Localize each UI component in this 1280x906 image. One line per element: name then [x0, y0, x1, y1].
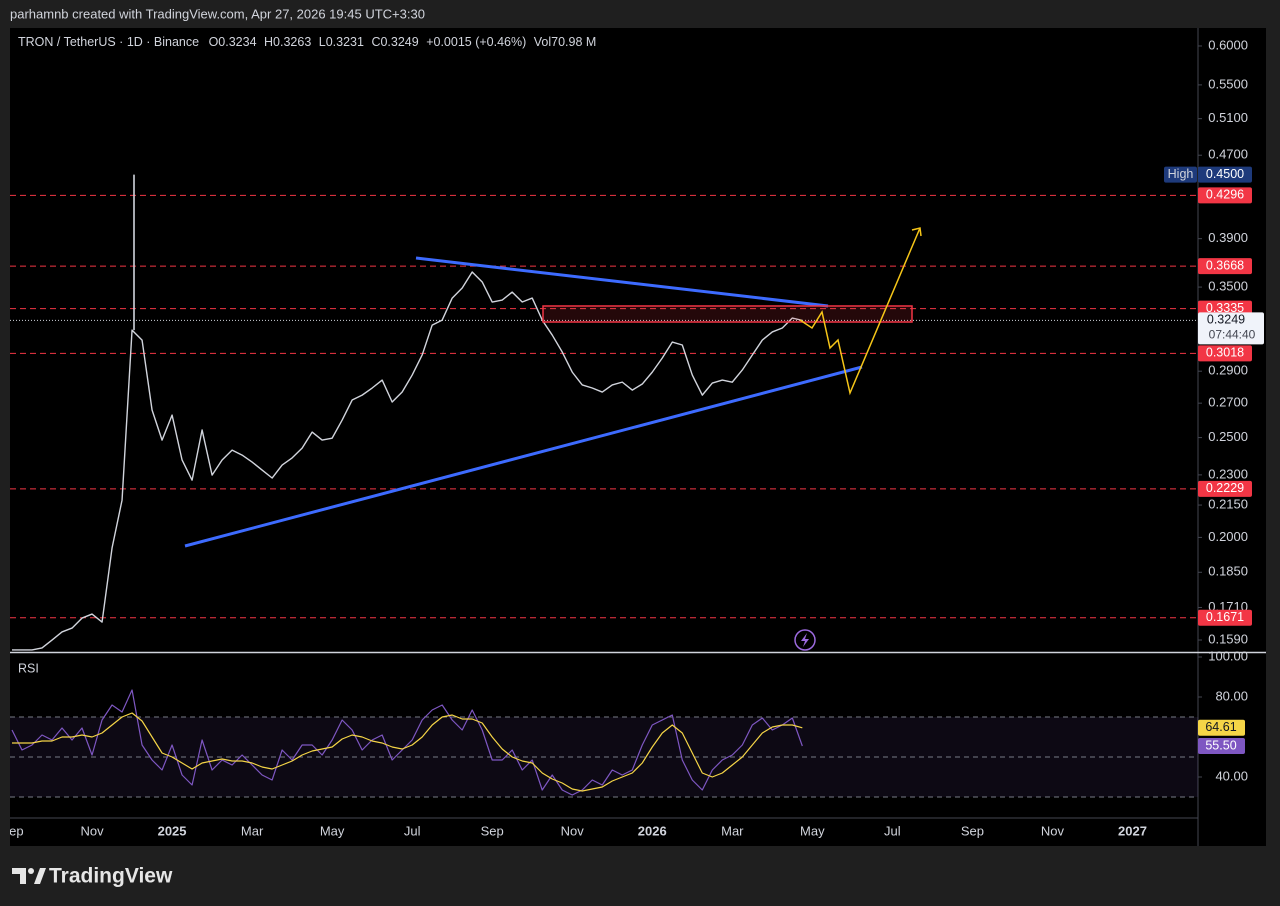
- x-tick-label: 2025: [158, 823, 187, 838]
- chart-area: [10, 28, 1266, 846]
- y-tick-label: 0.4700: [1208, 147, 1248, 162]
- event-icon[interactable]: [794, 629, 816, 651]
- axes: 0.6000 0.5500 0.5100 0.4700 0.3900 0.3500 0.29…: [1164, 37, 1264, 783]
- legend-low: L0.3231: [319, 35, 364, 49]
- countdown: 07:44:40: [1209, 328, 1256, 342]
- rsi-y-tick-label: 100.00: [1208, 648, 1248, 663]
- x-tick-label: Nov: [561, 823, 585, 838]
- series-line: [12, 712, 803, 792]
- rsi-title: RSI: [18, 661, 39, 675]
- x-tick-label: May: [800, 823, 825, 838]
- last-price-badge: [1198, 312, 1264, 345]
- legend-volume: Vol70.98 M: [534, 35, 597, 49]
- rsi-value-badge: [1198, 719, 1245, 736]
- legend-change: +0.0015 (+0.46%): [426, 35, 526, 49]
- x-tick-label: 2027: [1118, 823, 1147, 838]
- series-line: [12, 271, 803, 651]
- projection-path: [799, 227, 921, 396]
- time-axis: Sep Nov 2025 Mar May Jul Sep Nov 2026 Mar May Jul Se…: [0, 823, 1147, 838]
- last-price-label: 0.3249: [1207, 313, 1245, 327]
- rsi-value-label: 55.50: [1205, 738, 1236, 752]
- legend-open: O0.3234: [209, 35, 257, 49]
- projection-arrowhead: [911, 227, 922, 237]
- level-badge: [1198, 187, 1252, 204]
- series-line: [11, 689, 803, 796]
- level-badge: [1198, 258, 1252, 275]
- x-tick-label: Sep: [961, 823, 984, 838]
- x-tick-label: Mar: [721, 823, 744, 838]
- logo-mark: [12, 868, 26, 884]
- y-tick-label: 0.1850: [1208, 564, 1248, 579]
- x-tick-label: Jul: [404, 823, 421, 838]
- x-tick-label: Jul: [884, 823, 901, 838]
- y-tick-label: 0.3900: [1208, 230, 1248, 245]
- credit: parhamnb created with TradingView.com, A…: [10, 6, 425, 21]
- legend-high: H0.3263: [264, 35, 311, 49]
- legend-symbol: TRON / TetherUS · 1D · Binance: [18, 35, 199, 49]
- level-label: 0.1671: [1206, 610, 1244, 624]
- support-trendline: [184, 365, 863, 548]
- x-tick-label: May: [320, 823, 345, 838]
- y-tick-label: 0.2700: [1208, 395, 1248, 410]
- y-tick-label: 0.2150: [1208, 496, 1248, 511]
- event-icon-bolt: [801, 633, 809, 647]
- level-badge: [1198, 345, 1252, 362]
- level-label: 0.4296: [1206, 188, 1244, 202]
- tradingview-logo: TradingView: [12, 865, 173, 888]
- level-label: 0.3018: [1206, 346, 1244, 360]
- y-tick-label: 0.2000: [1208, 529, 1248, 544]
- rsi-y-tick-label: 80.00: [1215, 688, 1248, 703]
- x-tick-label: Sep: [0, 823, 23, 838]
- high-label: 0.4500: [1206, 167, 1244, 181]
- legend-close: C0.3249: [371, 35, 418, 49]
- high-tag: High: [1168, 167, 1194, 181]
- y-tick-label: 0.5100: [1208, 110, 1248, 125]
- level-badge: [1198, 480, 1252, 497]
- level-badge: [1198, 609, 1252, 626]
- drawings: [184, 227, 922, 651]
- resistance-trendline: [415, 256, 829, 308]
- logo-mark-slash: [34, 868, 46, 884]
- level-label: 0.3335: [1206, 301, 1244, 315]
- high-badge: [1198, 166, 1252, 183]
- rsi-pane: [10, 689, 1198, 798]
- x-tick-label: Sep: [481, 823, 504, 838]
- x-tick-label: Nov: [80, 823, 104, 838]
- rsi-value-badge: [1198, 738, 1245, 754]
- resistance-zone: [542, 305, 913, 323]
- level-label: 0.3668: [1206, 258, 1244, 272]
- y-tick-label: 0.2500: [1208, 429, 1248, 444]
- level-label: 0.2229: [1206, 481, 1244, 495]
- y-tick-label: 0.5500: [1208, 76, 1248, 91]
- y-tick-label: 0.2300: [1208, 466, 1248, 481]
- x-tick-label: Nov: [1041, 823, 1065, 838]
- high-tag-bg: [1164, 166, 1197, 183]
- legend: TRON / TetherUS · 1D · Binance O0.3234 H…: [18, 35, 596, 49]
- brand: TradingView: [49, 865, 173, 888]
- price-pane: [10, 174, 1198, 651]
- x-tick-label: 2026: [638, 823, 667, 838]
- y-tick-label: 0.3500: [1208, 279, 1248, 294]
- logo-mark-dot: [28, 868, 34, 874]
- x-tick-label: Mar: [241, 823, 264, 838]
- y-tick-label: 0.1590: [1208, 631, 1248, 646]
- rsi-y-tick-label: 40.00: [1215, 768, 1248, 783]
- y-tick-label: 0.6000: [1208, 37, 1248, 52]
- rsi-value-label: 64.61: [1205, 720, 1236, 734]
- y-tick-label: 0.2900: [1208, 363, 1248, 378]
